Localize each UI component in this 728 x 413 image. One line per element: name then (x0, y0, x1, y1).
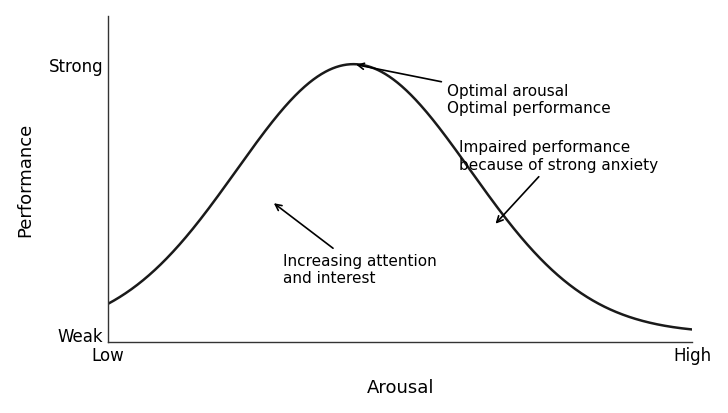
Text: Increasing attention
and interest: Increasing attention and interest (275, 205, 437, 285)
Text: Optimal arousal
Optimal performance: Optimal arousal Optimal performance (358, 64, 611, 116)
Text: Impaired performance
because of strong anxiety: Impaired performance because of strong a… (459, 140, 657, 223)
Y-axis label: Performance: Performance (17, 122, 35, 236)
X-axis label: Arousal: Arousal (366, 378, 434, 396)
